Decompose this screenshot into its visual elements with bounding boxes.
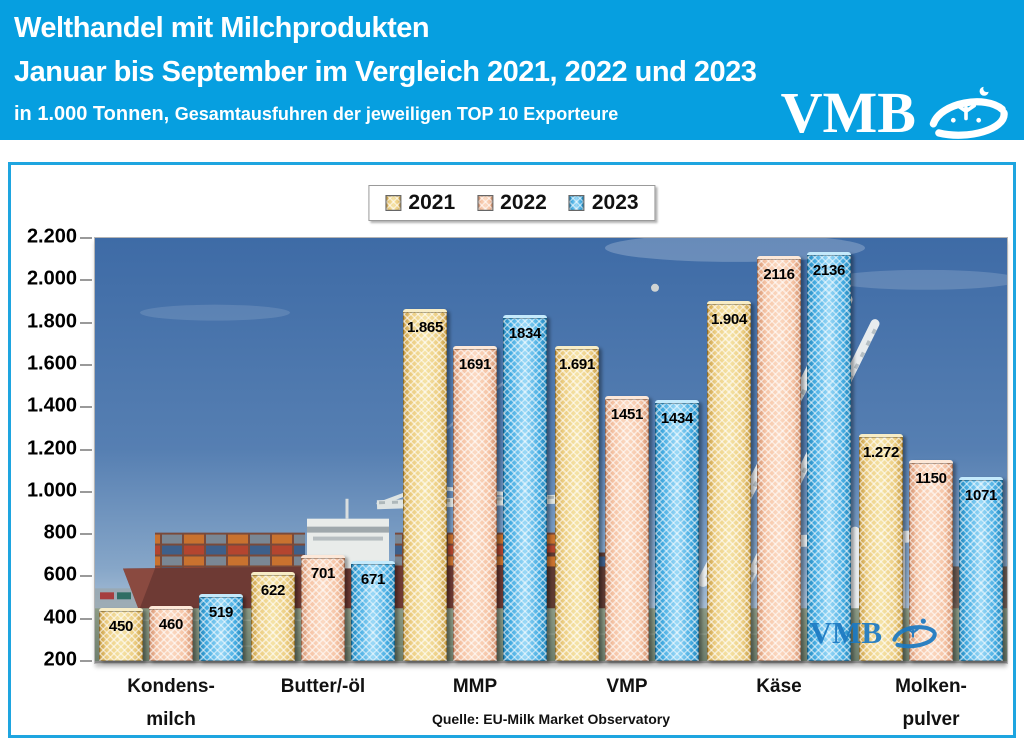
chart-container: 2021 2022 2023: [8, 162, 1016, 738]
y-tick-mark: [80, 363, 92, 366]
y-tick-mark: [80, 237, 92, 239]
bar-2023-molken-pulver: 1071: [959, 476, 1003, 661]
legend-item-2022: 2022: [477, 191, 547, 215]
bar-value-label: 450: [108, 618, 134, 636]
page-title: Welthandel mit Milchprodukten: [14, 12, 430, 44]
y-tick-label: 600: [43, 563, 77, 586]
bar-group-mmp: 1.865 1691 1834: [399, 238, 551, 661]
bar-value-label: 460: [158, 616, 184, 634]
bar-value-label: 2116: [763, 265, 795, 283]
y-tick-label: 200: [43, 648, 77, 671]
bar-value-label: 1071: [964, 486, 998, 504]
vmb-logo: VMB: [781, 84, 1012, 142]
bar-2022-vmp: 1451: [605, 396, 649, 661]
x-axis-label-mmp: MMP: [452, 676, 498, 697]
y-tick-label: 800: [43, 521, 77, 544]
bar-2022-butter-oel: 701: [301, 555, 345, 661]
bars-region: 450 460 519 622 701 671 1.865 1691 1834 1.691 1451…: [95, 238, 1007, 661]
y-tick-mark: [80, 575, 92, 578]
y-tick-label: 1.400: [26, 394, 77, 417]
y-tick-label: 1.600: [26, 352, 77, 375]
vmb-watermark-text: VMB: [809, 615, 882, 650]
bar-2023-mmp: 1834: [503, 315, 547, 661]
bar-value-label: 1434: [660, 410, 694, 428]
bar-value-label: 671: [360, 571, 386, 589]
bar-2023-butter-oel: 671: [351, 561, 395, 661]
y-tick-label: 2.000: [26, 267, 77, 290]
header-banner: Welthandel mit Milchprodukten Januar bis…: [0, 0, 1024, 142]
bar-value-label: 701: [310, 565, 336, 583]
bar-2022-kaese: 2116: [757, 255, 801, 661]
bar-group-kondens-milch: 450 460 519: [95, 238, 247, 661]
scope-text: Gesamtausfuhren der jeweiligen TOP 10 Ex…: [174, 104, 619, 124]
legend-label-2021: 2021: [408, 191, 456, 214]
bar-value-label: 1.691: [558, 355, 596, 373]
x-axis-label-vmp: VMP: [606, 676, 648, 697]
y-tick-mark: [80, 490, 92, 493]
bar-group-molken-pulver: 1.272 1150 1071: [855, 238, 1007, 661]
vmb-watermark-swoosh-icon: [892, 618, 937, 648]
y-tick-label: 1.800: [26, 309, 77, 332]
bar-group-vmp: 1.691 1451 1434: [551, 238, 703, 661]
bar-2022-mmp: 1691: [453, 345, 497, 661]
bar-2021-molken-pulver: 1.272: [859, 434, 903, 661]
legend-item-2021: 2021: [385, 191, 455, 215]
legend-swatch-2022: [477, 195, 494, 211]
bar-2023-kaese: 2136: [807, 251, 851, 661]
y-tick-mark: [80, 279, 92, 282]
x-axis-label-molken-pulver: Molken- pulver: [895, 676, 967, 731]
bar-2021-vmp: 1.691: [555, 345, 599, 661]
y-tick-mark: [80, 660, 92, 662]
vmb-watermark: VMB: [810, 615, 939, 651]
y-tick-mark: [80, 533, 92, 536]
bar-2022-kondens-milch: 460: [149, 606, 193, 661]
y-tick-label: 1.000: [26, 479, 77, 502]
y-tick-mark: [80, 617, 92, 620]
vmb-swoosh-icon: [929, 84, 1008, 139]
bar-value-label: 519: [208, 603, 234, 621]
bar-2021-kondens-milch: 450: [99, 608, 143, 661]
bar-value-label: 1.904: [710, 310, 748, 328]
legend-swatch-2021: [385, 195, 402, 211]
bar-value-label: 1691: [458, 355, 492, 373]
bar-group-butter-oel: 622 701 671: [247, 238, 399, 661]
x-axis-labels: Kondens- milch Butter/-öl MMP VMP Käse Molken…: [95, 670, 1007, 737]
bar-2021-butter-oel: 622: [251, 571, 295, 661]
bar-value-label: 1.865: [406, 318, 444, 336]
legend-item-2023: 2023: [568, 191, 639, 215]
legend-swatch-2023: [568, 195, 585, 211]
bar-2023-vmp: 1434: [655, 400, 699, 661]
bar-value-label: 1.272: [862, 444, 900, 462]
bar-2023-kondens-milch: 519: [199, 593, 243, 661]
bar-group-kaese: 1.904 2116 2136: [703, 238, 855, 661]
y-tick-label: 1.200: [26, 436, 77, 459]
bar-value-label: 1150: [915, 470, 947, 488]
bar-value-label: 622: [260, 581, 286, 599]
y-tick-mark: [80, 321, 92, 324]
source-note: Quelle: EU-Milk Market Observatory: [431, 711, 671, 727]
y-tick-mark: [80, 448, 92, 451]
x-axis-label-kaese: Käse: [756, 676, 802, 697]
page-subtitle-period: Januar bis September im Vergleich 2021, …: [14, 56, 757, 88]
plot-area: 2.200 2.000 1.800 1.600 1.400 1.200 1.000 800 60…: [27, 225, 1008, 670]
legend-label-2022: 2022: [500, 191, 547, 214]
bar-2021-mmp: 1.865: [403, 308, 447, 661]
y-tick-label: 2.200: [26, 225, 77, 248]
x-axis-label-butter-oel: Butter/-öl: [280, 676, 366, 697]
bar-2021-kaese: 1.904: [707, 300, 751, 661]
page-subtitle-units: in 1.000 Tonnen, Gesamtausfuhren der jew…: [14, 103, 618, 126]
vmb-logo-text: VMB: [780, 80, 916, 145]
units-text: in 1.000 Tonnen,: [14, 103, 170, 125]
bar-value-label: 2136: [812, 261, 846, 279]
bar-value-label: 1834: [508, 325, 542, 343]
legend-label-2023: 2023: [591, 191, 639, 214]
legend: 2021 2022 2023: [368, 185, 656, 221]
y-tick-label: 400: [43, 606, 77, 629]
x-axis-label-kondens-milch: Kondens- milch: [127, 676, 215, 731]
bar-value-label: 1451: [610, 406, 644, 424]
y-tick-mark: [80, 406, 92, 409]
